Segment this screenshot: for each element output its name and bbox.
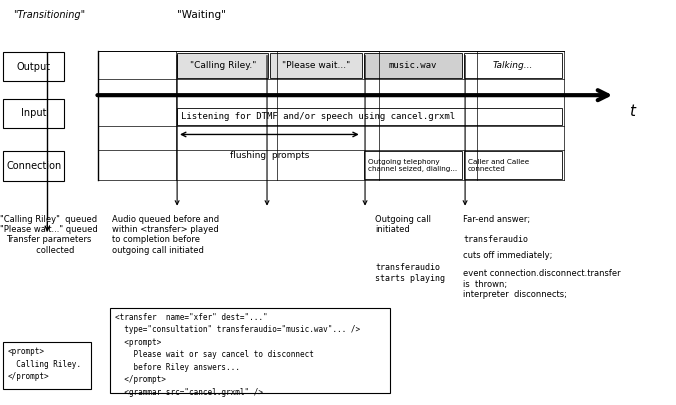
- Bar: [464, 151, 562, 179]
- Bar: [364, 53, 462, 78]
- Bar: [464, 53, 562, 78]
- Text: Talking...: Talking...: [493, 61, 533, 70]
- Text: Outgoing call
initiated: Outgoing call initiated: [375, 215, 431, 234]
- Text: Far-end answer;: Far-end answer;: [463, 215, 530, 234]
- Text: Audio queued before and
within <transfer> played
to completion before
outgoing c: Audio queued before and within <transfer…: [112, 215, 218, 255]
- Text: "Transitioning": "Transitioning": [13, 10, 84, 20]
- Text: Caller and Callee
connected: Caller and Callee connected: [468, 159, 529, 172]
- Text: t: t: [629, 104, 635, 119]
- Text: flushing  prompts: flushing prompts: [230, 151, 309, 160]
- Bar: [3, 99, 64, 128]
- Bar: [3, 151, 64, 181]
- Text: transferaudio
starts playing: transferaudio starts playing: [375, 263, 445, 283]
- Text: event connection.disconnect.transfer
is  thrown;
interpreter  disconnects;: event connection.disconnect.transfer is …: [463, 269, 621, 299]
- Bar: [364, 151, 462, 179]
- Bar: [3, 342, 91, 389]
- Text: "Waiting": "Waiting": [177, 10, 226, 20]
- Text: "Please wait...": "Please wait...": [282, 61, 350, 70]
- Text: Listening for DTMF and/or speech using cancel.grxml: Listening for DTMF and/or speech using c…: [181, 112, 456, 121]
- Bar: [177, 53, 268, 78]
- Text: music.wav: music.wav: [389, 61, 437, 70]
- Text: "Calling Riley.": "Calling Riley.": [189, 61, 256, 70]
- Bar: [110, 308, 390, 393]
- Text: Connection: Connection: [6, 161, 62, 171]
- Text: Output: Output: [17, 62, 51, 72]
- Text: "Calling Riley"  queued
"Please wait..." queued
Transfer parameters
     collect: "Calling Riley" queued "Please wait..." …: [0, 215, 97, 255]
- Bar: [177, 108, 562, 125]
- Text: Outgoing telephony
channel seized, dialing...: Outgoing telephony channel seized, diali…: [368, 159, 457, 172]
- Text: transferaudio: transferaudio: [463, 235, 528, 244]
- Bar: [3, 52, 64, 81]
- Text: Input: Input: [21, 109, 47, 118]
- Bar: [270, 53, 362, 78]
- Text: cuts off immediately;: cuts off immediately;: [463, 251, 552, 260]
- Text: <transfer  name="xfer" dest="..."
  type="consultation" transferaudio="music.wav: <transfer name="xfer" dest="..." type="c…: [115, 313, 360, 396]
- Text: <prompt>
  Calling Riley.
</prompt>: <prompt> Calling Riley. </prompt>: [7, 347, 81, 381]
